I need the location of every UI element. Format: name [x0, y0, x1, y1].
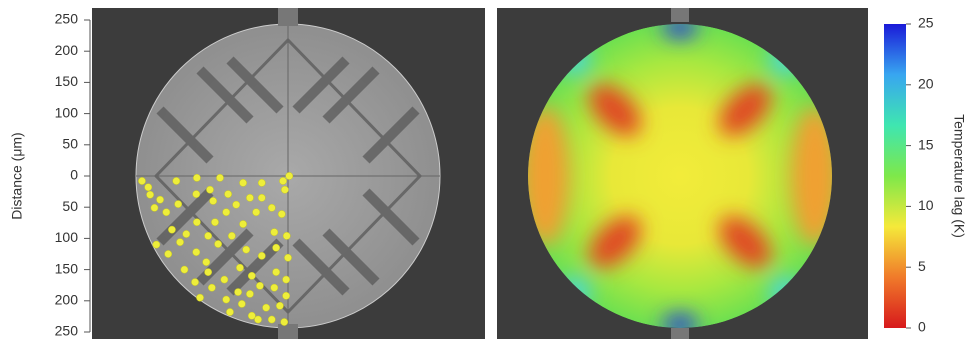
data-point [252, 208, 261, 217]
data-point [172, 177, 181, 185]
data-point [267, 315, 276, 324]
colorbar-tick-label: 5 [918, 258, 926, 274]
data-point [246, 193, 254, 202]
data-point [242, 245, 251, 254]
colorbar-tick-label: 0 [918, 319, 926, 335]
data-point [237, 300, 246, 308]
data-point [180, 265, 189, 274]
micrograph-pad [278, 324, 298, 339]
data-point [270, 283, 279, 292]
colorbar [884, 24, 906, 328]
data-point [234, 288, 242, 296]
y-tick-label: 100 [55, 229, 79, 245]
data-point [280, 318, 289, 326]
data-point [227, 232, 236, 240]
data-point [174, 200, 183, 208]
data-point [168, 225, 176, 234]
data-point [208, 283, 216, 292]
heatmap-pad [671, 8, 689, 22]
data-point [222, 208, 231, 217]
data-point [282, 232, 291, 240]
data-point [247, 311, 256, 320]
data-point [211, 218, 219, 227]
y-tick-label: 200 [55, 292, 79, 308]
data-point [257, 179, 266, 187]
data-point [209, 197, 217, 205]
data-point [220, 275, 229, 284]
colorbar-tick-label: 15 [918, 136, 934, 152]
data-point [193, 174, 201, 182]
data-point [239, 220, 247, 228]
colorbar-tick-label: 10 [918, 197, 934, 213]
data-point [270, 228, 279, 237]
data-point [285, 172, 294, 180]
data-point [216, 174, 224, 182]
data-point [164, 250, 173, 258]
data-point [232, 200, 241, 209]
y-tick-label: 250 [55, 323, 79, 339]
data-point [236, 263, 244, 272]
y-tick-label: 50 [62, 136, 78, 152]
data-point [226, 308, 234, 316]
data-point [162, 208, 171, 217]
data-point [176, 238, 184, 246]
data-point [192, 190, 201, 198]
y-tick-label: 50 [62, 198, 78, 214]
data-point [256, 281, 264, 290]
data-point [276, 301, 284, 310]
y-tick-label: 150 [55, 260, 79, 276]
data-point [206, 185, 214, 194]
y-tick-label: 200 [55, 42, 79, 58]
y-tick-label: 100 [55, 104, 79, 120]
data-point [284, 253, 292, 262]
data-point [191, 278, 199, 286]
y-axis-label: Distance (μm) [9, 132, 25, 219]
colorbar-tick-label: 20 [918, 76, 934, 92]
data-point [282, 275, 290, 284]
data-point [224, 190, 232, 198]
data-point [192, 248, 201, 256]
data-point [281, 185, 289, 194]
heatmap [528, 24, 832, 328]
data-point [150, 203, 159, 212]
data-point [246, 290, 254, 298]
data-point [272, 243, 280, 252]
y-tick-label: 0 [70, 167, 78, 183]
data-point [204, 232, 212, 240]
data-point [214, 240, 222, 248]
data-point [239, 179, 247, 187]
y-tick-label: 150 [55, 73, 79, 89]
data-point [267, 203, 276, 212]
data-point [204, 268, 212, 276]
data-point [262, 303, 271, 312]
data-point [277, 210, 286, 218]
data-point [272, 268, 280, 276]
heatmap-pad [671, 328, 689, 339]
data-point [202, 258, 211, 266]
data-point [222, 295, 231, 304]
data-point [279, 177, 287, 185]
data-point [152, 240, 161, 249]
data-point [144, 183, 153, 192]
data-point [247, 271, 256, 280]
data-point [257, 193, 266, 202]
colorbar-tick-label: 25 [918, 15, 934, 31]
data-point [156, 195, 164, 204]
data-point [257, 252, 266, 260]
data-point [282, 291, 290, 300]
colorbar-label: Temperature lag (K) [951, 114, 967, 238]
data-point [138, 177, 146, 185]
data-point [146, 190, 154, 199]
y-tick-label: 250 [55, 11, 79, 27]
data-point [193, 218, 201, 227]
data-point [182, 230, 191, 238]
data-point [254, 315, 262, 324]
data-point [196, 293, 204, 302]
micrograph-pad [278, 8, 298, 26]
